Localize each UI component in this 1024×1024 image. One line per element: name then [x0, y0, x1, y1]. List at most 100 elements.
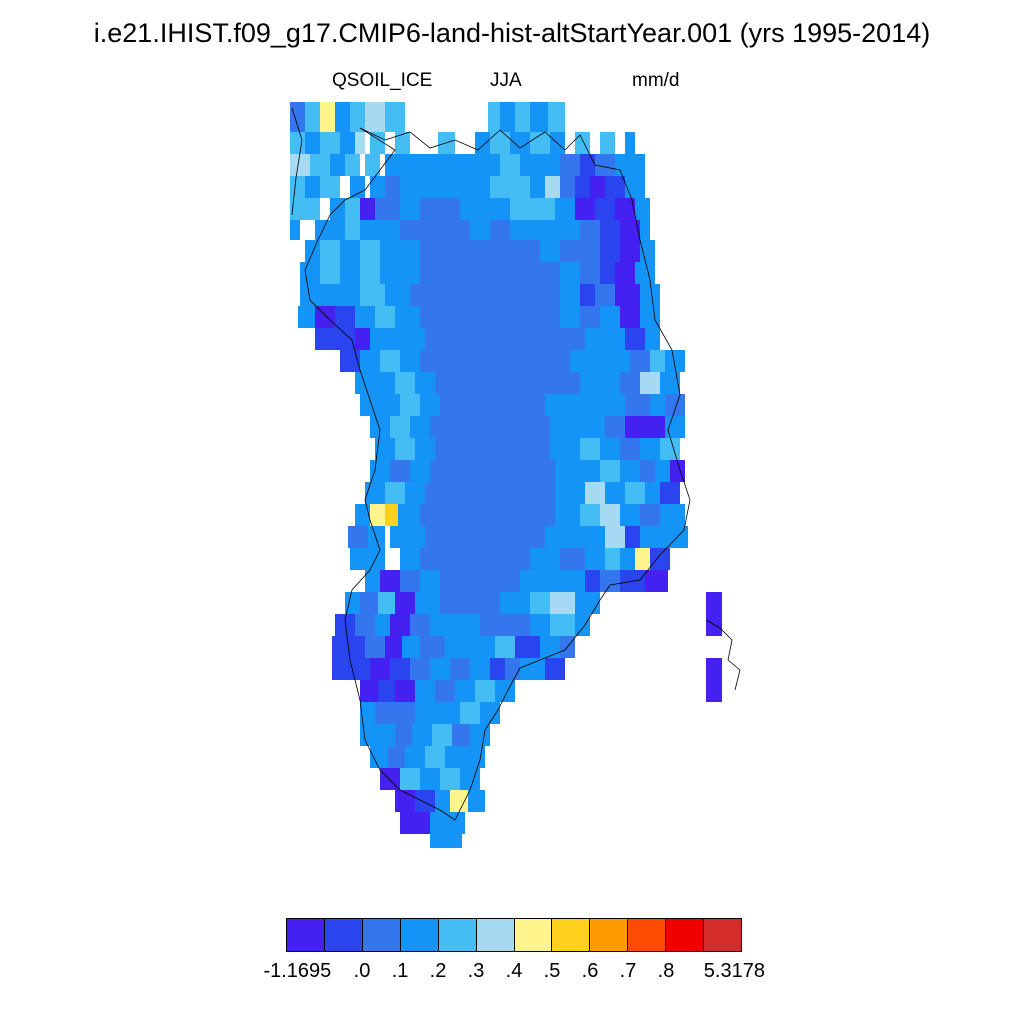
map-cell	[530, 198, 555, 220]
colorbar-swatch	[362, 919, 401, 951]
map-cell	[560, 262, 580, 284]
map-cell	[620, 460, 640, 482]
map-cell	[420, 570, 440, 592]
map-cell	[560, 154, 580, 176]
map-cell	[625, 416, 645, 438]
map-cell	[370, 176, 385, 198]
map-cell	[355, 306, 375, 328]
map-cell	[510, 614, 530, 636]
map-cell	[450, 790, 468, 812]
map-cell	[298, 306, 315, 328]
map-cell	[530, 220, 555, 240]
map-cell	[540, 154, 560, 176]
map-cell	[370, 548, 385, 570]
map-cell	[470, 636, 495, 658]
colorbar-labels: -1.1695 .0 .1 .2 .3 .4 .5 .6 .7 .8 5.3178	[0, 960, 1024, 990]
map-cell	[575, 198, 595, 220]
map-cell	[640, 240, 655, 262]
map-cell	[430, 812, 450, 834]
colorbar-swatch	[628, 919, 667, 951]
map-cell	[400, 262, 420, 284]
map-cell	[580, 262, 600, 284]
map-cell	[320, 240, 340, 262]
map-cell	[335, 102, 350, 132]
map-cell	[600, 240, 620, 262]
map-cell	[645, 416, 665, 438]
map-cell	[510, 198, 530, 220]
map-cell	[390, 526, 410, 548]
map-cells	[290, 102, 722, 848]
coastline	[291, 107, 741, 821]
map-cell	[315, 328, 335, 350]
map-cell	[365, 482, 385, 504]
map-cell	[435, 372, 560, 394]
map-cell	[500, 240, 540, 262]
map-cell	[625, 176, 645, 198]
map-cell	[410, 658, 430, 680]
map-cell	[385, 636, 402, 658]
map-cell	[605, 482, 625, 504]
colorbar-label: .7	[619, 960, 637, 982]
map-cell	[620, 306, 640, 328]
map-cell	[385, 328, 405, 350]
map-cell	[425, 482, 555, 504]
map-cell	[320, 132, 340, 154]
map-cell	[400, 768, 420, 790]
map-cell	[340, 284, 360, 306]
map-cell	[605, 526, 625, 548]
map-cell	[550, 416, 580, 438]
map-cell	[335, 614, 355, 636]
map-cell	[345, 592, 360, 614]
map-cell	[640, 306, 660, 328]
map-cell	[378, 592, 395, 614]
map-cell	[500, 592, 530, 614]
map-cell	[430, 460, 555, 482]
map-cell	[560, 284, 580, 306]
map-cell	[560, 372, 580, 394]
map-cell	[290, 220, 300, 240]
map-cell	[420, 176, 460, 198]
map-cell	[385, 504, 398, 526]
map-cell	[480, 702, 500, 724]
map-cell	[555, 220, 580, 240]
map-cell	[625, 328, 645, 350]
map-cell	[440, 394, 545, 416]
map-cell	[600, 132, 615, 154]
map-cell	[410, 460, 430, 482]
map-cell	[370, 746, 388, 768]
map-cell	[380, 394, 400, 416]
map-cell	[540, 240, 560, 262]
map-cell	[400, 548, 420, 570]
map-cell	[390, 416, 410, 438]
map-cell	[360, 240, 380, 262]
map-cell	[580, 504, 600, 526]
map-cell	[305, 240, 320, 262]
map-cell	[420, 240, 470, 262]
map-cell	[468, 790, 485, 812]
map-cell	[665, 394, 685, 416]
map-cell	[548, 102, 565, 132]
map-cell	[580, 372, 600, 394]
map-cell	[350, 176, 365, 198]
map-cell	[360, 702, 375, 724]
map-cell	[375, 702, 395, 724]
map-cell	[305, 102, 320, 132]
map-cell	[405, 746, 425, 768]
map-cell	[375, 372, 395, 394]
map-cell	[345, 198, 360, 220]
map-cell	[590, 176, 605, 198]
map-cell	[310, 154, 330, 176]
map-cell	[340, 240, 360, 262]
map-cell	[660, 526, 688, 548]
map-cell	[580, 460, 600, 482]
colorbar-label: .0	[353, 960, 371, 982]
map-cell	[470, 154, 500, 176]
map-cell	[400, 220, 420, 240]
map-cell	[545, 176, 560, 198]
map-cell	[445, 636, 470, 658]
map-cell	[370, 658, 390, 680]
colorbar-swatch	[552, 919, 591, 951]
map-cell	[625, 394, 650, 416]
map-cell	[590, 350, 610, 372]
map-cell	[380, 262, 400, 284]
